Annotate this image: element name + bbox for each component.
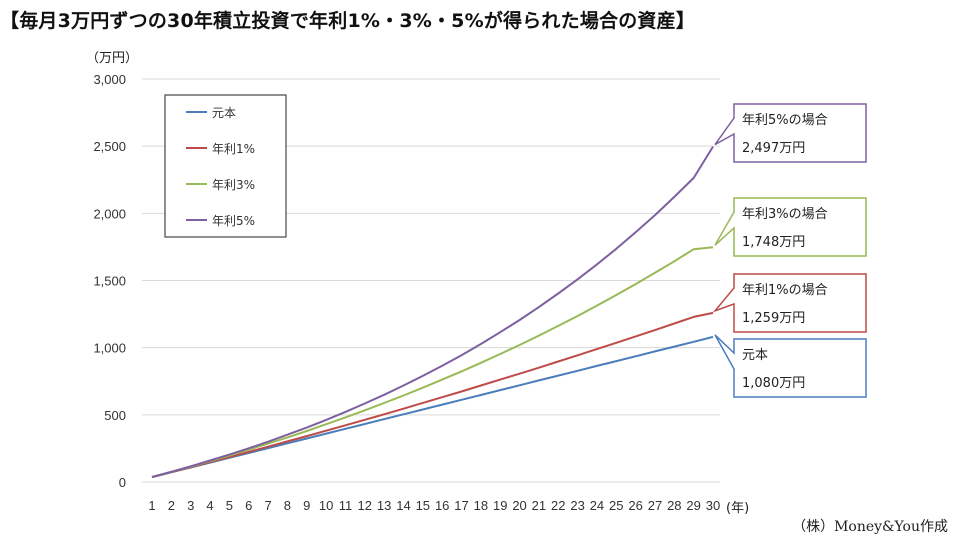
y-tick-label: 500 [104, 408, 126, 423]
callout-value: 1,259万円 [742, 311, 805, 326]
callout-label: 年利5%の場合 [742, 113, 828, 128]
x-tick-label: 5 [226, 498, 233, 513]
x-axis: 1 2 3 4 5 6 7 8 9 10 11 12 13 14 15 16 17 18 19 20 21 22 23 24 2… [148, 498, 720, 513]
x-tick-label: 13 [377, 498, 391, 513]
y-tick-label: 2,000 [93, 206, 126, 221]
series-line-2 [151, 246, 714, 478]
x-tick-label: 18 [474, 498, 488, 513]
x-tick-label: 22 [551, 498, 565, 513]
x-tick-label: 30 [706, 498, 720, 513]
x-unit-label: (年) [726, 501, 749, 516]
x-tick-label: 8 [284, 498, 291, 513]
legend-label: 年利5% [212, 214, 255, 228]
x-tick-label: 28 [667, 498, 681, 513]
series-lines [151, 146, 714, 479]
callout-label: 年利3%の場合 [742, 207, 828, 222]
callout-box [714, 197, 867, 257]
legend-label: 年利3% [212, 178, 255, 192]
y-tick-label: 0 [119, 475, 126, 490]
legend-label: 年利1% [212, 142, 255, 156]
x-tick-label: 20 [512, 498, 526, 513]
series-line-1 [151, 311, 714, 479]
callout-value: 1,748万円 [742, 235, 805, 250]
x-tick-label: 25 [609, 498, 623, 513]
callout-label: 元本 [742, 348, 768, 363]
x-tick-label: 7 [264, 498, 271, 513]
x-tick-label: 15 [416, 498, 430, 513]
x-tick-label: 3 [187, 498, 194, 513]
x-tick-label: 9 [303, 498, 310, 513]
x-tick-label: 6 [245, 498, 252, 513]
y-tick-label: 1,500 [93, 274, 126, 289]
x-tick-label: 27 [648, 498, 662, 513]
y-tick-label: 3,000 [93, 72, 126, 87]
x-tick-label: 10 [319, 498, 333, 513]
x-tick-label: 24 [590, 498, 604, 513]
chart-title: 【毎月3万円ずつの30年積立投資で年利1%・3%・5%が得られた場合の資産】 [0, 10, 696, 32]
legend-label: 元本 [212, 106, 236, 120]
callout-value: 2,497万円 [742, 141, 805, 156]
x-tick-label: 29 [686, 498, 700, 513]
y-axis: 0 500 1,000 1,500 2,000 2,500 3,000 [93, 72, 126, 490]
x-tick-label: 1 [148, 498, 155, 513]
x-tick-label: 23 [570, 498, 584, 513]
legend-box [164, 94, 287, 238]
x-tick-label: 4 [206, 498, 213, 513]
x-tick-label: 12 [358, 498, 372, 513]
x-tick-label: 17 [454, 498, 468, 513]
series-line-3 [151, 146, 714, 478]
y-tick-label: 2,500 [93, 139, 126, 154]
x-tick-label: 16 [435, 498, 449, 513]
y-tick-label: 1,000 [93, 341, 126, 356]
x-tick-label: 2 [168, 498, 175, 513]
x-tick-label: 11 [339, 498, 353, 513]
x-tick-label: 21 [532, 498, 546, 513]
credit-text: （株）Money&You作成 [792, 519, 948, 535]
series-line-0 [151, 335, 714, 479]
x-tick-label: 14 [396, 498, 410, 513]
callout-box [714, 103, 867, 163]
callout-value: 1,080万円 [742, 376, 805, 391]
x-tick-label: 19 [493, 498, 507, 513]
callout-box [712, 273, 867, 333]
y-unit-label: （万円） [86, 51, 138, 66]
callout-label: 年利1%の場合 [742, 283, 828, 298]
x-tick-label: 26 [628, 498, 642, 513]
callout-box [714, 334, 867, 398]
grid-lines [142, 78, 720, 483]
